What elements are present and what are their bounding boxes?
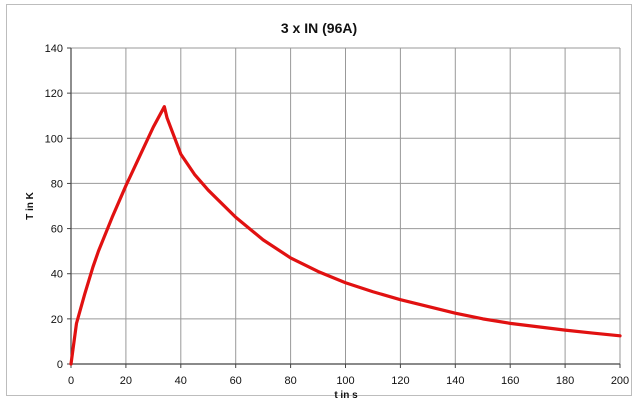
y-axis-tick-label: 0 [57, 359, 63, 371]
temperature-series-line [69, 105, 622, 366]
x-axis-tick-label: 120 [391, 375, 409, 387]
x-axis-tick-label: 140 [446, 375, 464, 387]
x-axis-label: t in s [334, 390, 358, 401]
grid-lines [71, 47, 621, 364]
x-axis-tick-label: 200 [611, 375, 629, 387]
tick-labels: 0 20 40 60 80 100 120 140 160 180 200 0 20 40 60 80 100 1… [45, 43, 630, 387]
y-axis-tick-label: 100 [45, 133, 63, 145]
y-axis-tick-label: 40 [51, 269, 63, 281]
x-axis-tick-label: 180 [556, 375, 574, 387]
x-axis-tick-label: 160 [501, 375, 519, 387]
x-axis-tick-label: 20 [120, 375, 132, 387]
x-axis-tick-label: 100 [336, 375, 354, 387]
x-axis-tick-label: 40 [175, 375, 187, 387]
y-axis-tick-label: 140 [45, 43, 63, 55]
chart-title: 3 x IN (96A) [281, 20, 357, 36]
y-axis-tick-label: 60 [51, 224, 63, 236]
axes [67, 47, 621, 368]
x-axis-tick-label: 80 [284, 375, 296, 387]
y-axis-tick-label: 20 [51, 314, 63, 326]
y-axis-tick-label: 120 [45, 88, 63, 100]
x-axis-tick-label: 60 [230, 375, 242, 387]
y-axis-label: T in K [25, 191, 36, 220]
x-axis-tick-label: 0 [68, 375, 74, 387]
y-axis-tick-label: 80 [51, 178, 63, 190]
